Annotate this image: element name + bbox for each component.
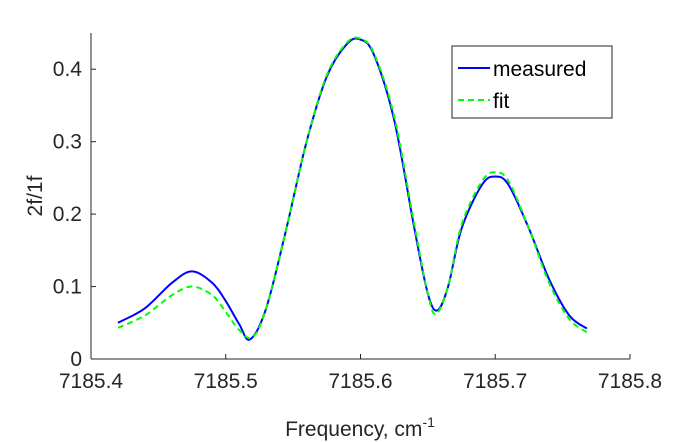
axes: 7185.4 7185.5 7185.6 7185.7 7185.8 0 0.1 0.2 0.3…: [53, 33, 662, 393]
legend-box: [451, 45, 613, 119]
series-fit-line: [117, 36, 588, 340]
y-tick-label: 0.3: [53, 131, 82, 154]
x-tick-label: 7185.4: [59, 370, 124, 393]
legend: measured fit: [451, 45, 613, 119]
y-tick-label: 0.1: [53, 276, 82, 299]
x-axis-label-text: Frequency, cm: [285, 418, 422, 441]
x-axis-label-superscript: -1: [422, 414, 435, 430]
x-axis-label: Frequency, cm-1: [285, 414, 435, 441]
x-tick-label: 7185.6: [328, 370, 392, 393]
y-tick-label: 0.2: [53, 203, 82, 226]
series-layer: [117, 36, 588, 341]
legend-label-fit: fit: [493, 90, 510, 113]
x-tick-label: 7185.7: [463, 370, 527, 393]
y-axis-label: 2f/1f: [24, 175, 47, 216]
y-tick-label: 0: [70, 348, 82, 371]
x-tick-label: 7185.8: [598, 370, 662, 393]
y-tick-label: 0.4: [53, 58, 83, 81]
legend-label-measured: measured: [493, 58, 586, 81]
x-tick-label: 7185.5: [194, 370, 258, 393]
